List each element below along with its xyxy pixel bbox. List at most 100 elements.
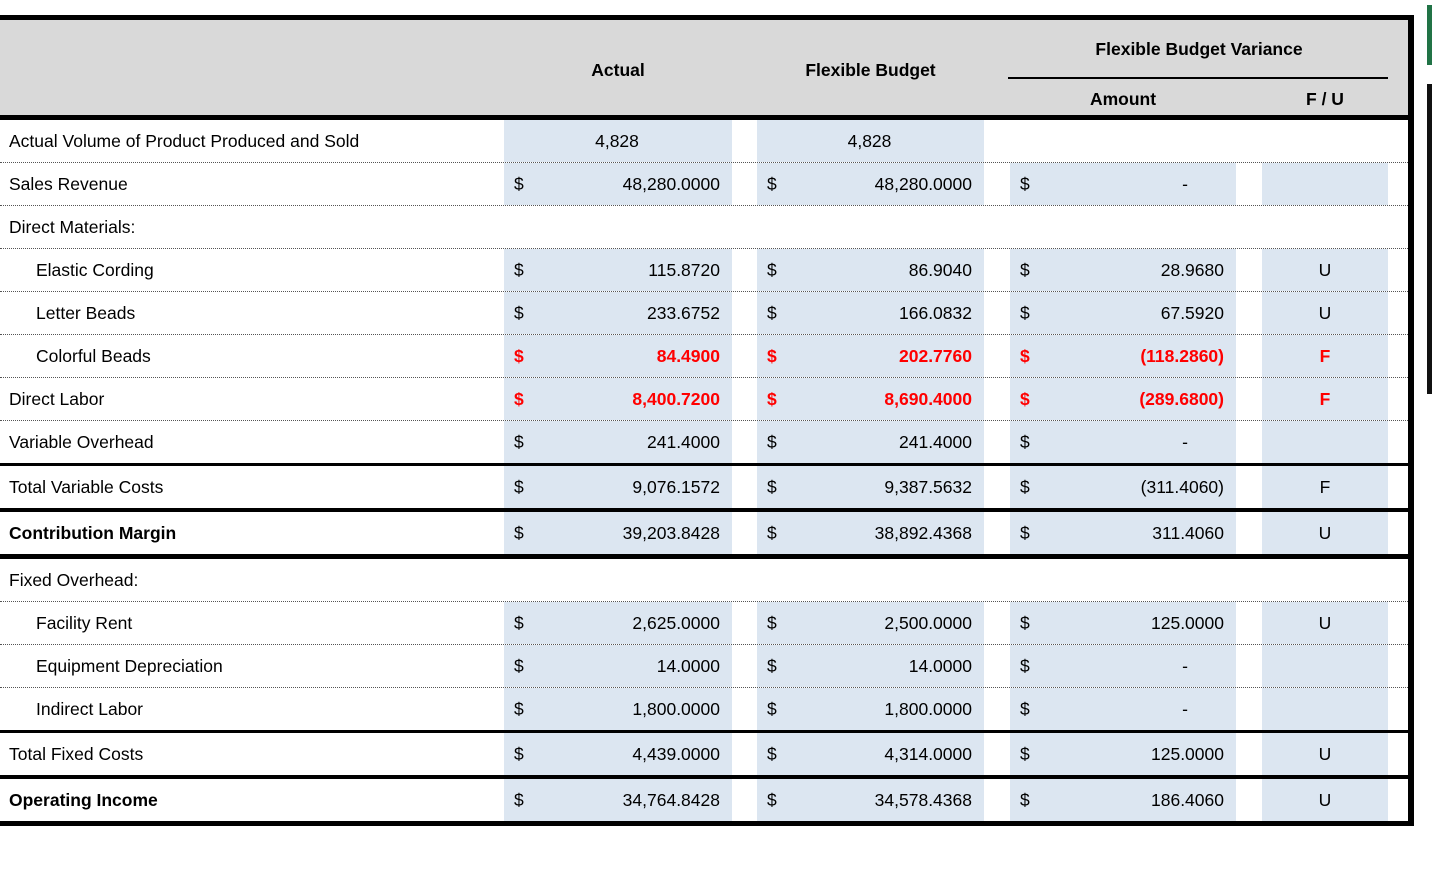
row-label[interactable]: Contribution Margin	[9, 522, 177, 543]
favorable-unfavorable-cell[interactable]: U	[1262, 292, 1388, 334]
flexible-budget-cell[interactable]: $202.7760	[757, 335, 984, 377]
actual-cell[interactable]: $48,280.0000	[504, 163, 732, 205]
row-label[interactable]: Total Fixed Costs	[9, 743, 144, 764]
flexible-budget-cell[interactable]: $38,892.4368	[757, 512, 984, 554]
favorable-unfavorable-cell[interactable]	[1262, 688, 1388, 730]
column-header-amount[interactable]: Amount	[1089, 89, 1157, 109]
dollar-sign: $	[767, 655, 777, 676]
actual-cell[interactable]: $233.6752	[504, 292, 732, 334]
column-spacer	[1236, 249, 1262, 291]
actual-cell[interactable]: $9,076.1572	[504, 466, 732, 508]
table-row: Indirect Labor $1,800.0000 $1,800.0000 $ -	[0, 688, 1408, 733]
row-label[interactable]: Letter Beads	[36, 302, 136, 323]
flexible-budget-cell[interactable]: $8,690.4000	[757, 378, 984, 420]
flexible-budget-cell[interactable]	[757, 559, 984, 601]
row-label[interactable]: Indirect Labor	[36, 698, 144, 719]
dollar-sign: $	[514, 612, 524, 633]
row-label[interactable]: Facility Rent	[36, 612, 133, 633]
favorable-unfavorable-cell[interactable]: U	[1262, 779, 1388, 821]
dollar-sign: $	[514, 476, 524, 497]
variance-amount-cell[interactable]	[1010, 559, 1236, 601]
flexible-budget-cell[interactable]: $241.4000	[757, 421, 984, 463]
column-header-f-u[interactable]: F / U	[1306, 89, 1344, 109]
row-label[interactable]: Variable Overhead	[9, 431, 154, 452]
actual-cell[interactable]: $84.4900	[504, 335, 732, 377]
variance-amount-cell[interactable]: $ -	[1010, 163, 1236, 205]
variance-amount-cell[interactable]: $ -	[1010, 688, 1236, 730]
row-label[interactable]: Operating Income	[9, 789, 158, 810]
flexible-budget-cell[interactable]: $9,387.5632	[757, 466, 984, 508]
variance-amount-cell[interactable]: $125.0000	[1010, 733, 1236, 775]
actual-cell[interactable]: $241.4000	[504, 421, 732, 463]
variance-amount-cell[interactable]: $ (311.4060)	[1010, 466, 1236, 508]
cell-value: 34,578.4368	[874, 789, 972, 810]
actual-cell[interactable]: $39,203.8428	[504, 512, 732, 554]
row-label[interactable]: Total Variable Costs	[9, 476, 164, 497]
favorable-unfavorable-cell[interactable]: U	[1262, 602, 1388, 644]
favorable-unfavorable-cell[interactable]	[1262, 645, 1388, 687]
actual-cell[interactable]: $1,800.0000	[504, 688, 732, 730]
flexible-budget-cell[interactable]: 4,828	[757, 120, 984, 162]
variance-amount-cell[interactable]	[1010, 120, 1236, 162]
favorable-unfavorable-cell[interactable]: U	[1262, 733, 1388, 775]
column-header-flexible-budget[interactable]: Flexible Budget	[805, 60, 936, 80]
row-label[interactable]: Actual Volume of Product Produced and So…	[9, 130, 360, 151]
variance-amount-cell[interactable]	[1010, 206, 1236, 248]
flexible-budget-cell[interactable]: $48,280.0000	[757, 163, 984, 205]
row-label[interactable]: Elastic Cording	[36, 259, 154, 280]
favorable-unfavorable-cell[interactable]	[1262, 559, 1388, 601]
variance-amount-cell[interactable]: $67.5920	[1010, 292, 1236, 334]
cell-value: 1,800.0000	[884, 698, 972, 719]
actual-cell[interactable]: $14.0000	[504, 645, 732, 687]
actual-cell[interactable]	[504, 559, 732, 601]
row-label[interactable]: Direct Labor	[9, 388, 105, 409]
variance-amount-cell[interactable]: $ -	[1010, 421, 1236, 463]
actual-cell[interactable]: $2,625.0000	[504, 602, 732, 644]
flexible-budget-cell[interactable]: $1,800.0000	[757, 688, 984, 730]
column-spacer	[1236, 645, 1262, 687]
variance-amount-cell[interactable]: $ (118.2860)	[1010, 335, 1236, 377]
cell-value: 125.0000	[1151, 743, 1224, 764]
favorable-unfavorable-cell[interactable]	[1262, 120, 1388, 162]
flexible-budget-cell[interactable]: $34,578.4368	[757, 779, 984, 821]
fu-value: F	[1319, 388, 1331, 409]
flexible-budget-cell[interactable]: $4,314.0000	[757, 733, 984, 775]
favorable-unfavorable-cell[interactable]: F	[1262, 335, 1388, 377]
row-label[interactable]: Fixed Overhead:	[9, 569, 139, 590]
variance-amount-cell[interactable]: $ (289.6800)	[1010, 378, 1236, 420]
column-spacer	[1388, 559, 1408, 601]
row-label[interactable]: Equipment Depreciation	[36, 655, 223, 676]
column-header-variance-group[interactable]: Flexible Budget Variance	[1095, 39, 1303, 59]
flexible-budget-cell[interactable]: $14.0000	[757, 645, 984, 687]
flexible-budget-cell[interactable]: $2,500.0000	[757, 602, 984, 644]
flexible-budget-cell[interactable]	[757, 206, 984, 248]
variance-amount-cell[interactable]: $311.4060	[1010, 512, 1236, 554]
column-spacer	[1388, 733, 1408, 775]
variance-amount-cell[interactable]: $125.0000	[1010, 602, 1236, 644]
column-spacer	[1388, 378, 1408, 420]
flexible-budget-cell[interactable]: $86.9040	[757, 249, 984, 291]
actual-cell[interactable]: $115.8720	[504, 249, 732, 291]
favorable-unfavorable-cell[interactable]	[1262, 421, 1388, 463]
favorable-unfavorable-cell[interactable]: U	[1262, 249, 1388, 291]
variance-amount-cell[interactable]: $186.4060	[1010, 779, 1236, 821]
flexible-budget-cell[interactable]: $166.0832	[757, 292, 984, 334]
variance-amount-cell[interactable]: $28.9680	[1010, 249, 1236, 291]
actual-cell[interactable]: $34,764.8428	[504, 779, 732, 821]
favorable-unfavorable-cell[interactable]: F	[1262, 466, 1388, 508]
favorable-unfavorable-cell[interactable]: U	[1262, 512, 1388, 554]
actual-cell[interactable]: 4,828	[504, 120, 732, 162]
dollar-sign: $	[514, 173, 524, 194]
favorable-unfavorable-cell[interactable]: F	[1262, 378, 1388, 420]
actual-cell[interactable]	[504, 206, 732, 248]
variance-amount-cell[interactable]: $ -	[1010, 645, 1236, 687]
row-label[interactable]: Colorful Beads	[36, 345, 151, 366]
cell-value: -	[1182, 173, 1188, 194]
row-label[interactable]: Direct Materials:	[9, 216, 136, 237]
favorable-unfavorable-cell[interactable]	[1262, 206, 1388, 248]
favorable-unfavorable-cell[interactable]	[1262, 163, 1388, 205]
row-label[interactable]: Sales Revenue	[9, 173, 128, 194]
column-header-actual[interactable]: Actual	[591, 60, 645, 80]
actual-cell[interactable]: $4,439.0000	[504, 733, 732, 775]
actual-cell[interactable]: $8,400.7200	[504, 378, 732, 420]
